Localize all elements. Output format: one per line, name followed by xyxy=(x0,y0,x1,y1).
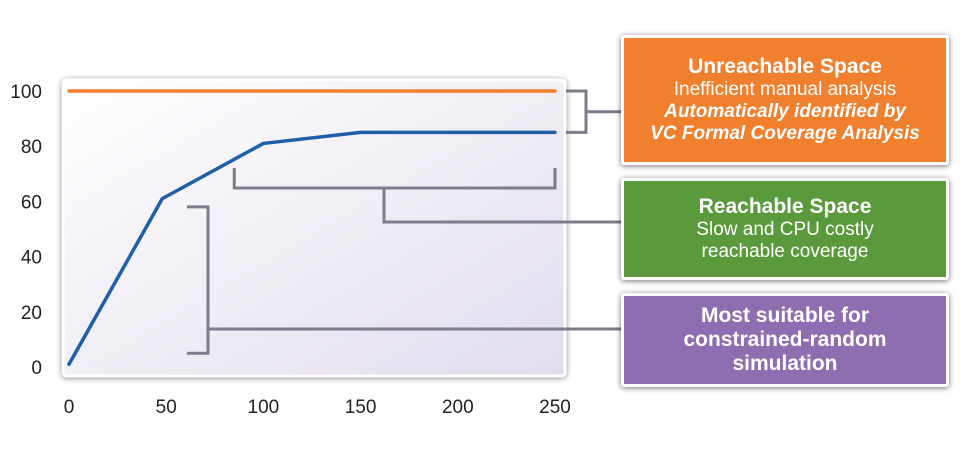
x-tick-label: 200 xyxy=(442,397,474,418)
unreachable-space-callout: Unreachable Space Inefficient manual ana… xyxy=(621,35,949,165)
y-tick-label: 60 xyxy=(21,192,42,213)
y-tick-label: 100 xyxy=(10,82,42,103)
unreachable-title: Unreachable Space xyxy=(688,55,882,78)
y-tick-label: 80 xyxy=(21,137,42,158)
x-tick-label: 150 xyxy=(345,397,377,418)
y-tick-label: 20 xyxy=(21,303,42,324)
suitable-line3: simulation xyxy=(732,352,838,375)
simulation-bracket xyxy=(187,205,210,355)
unreachable-line1: Inefficient manual analysis xyxy=(673,79,897,100)
unreachable-line2: Automatically identified by xyxy=(664,101,906,122)
suitable-line1: Most suitable for xyxy=(700,304,869,327)
reachable-line1: Slow and CPU costly xyxy=(696,219,874,240)
y-tick-label: 40 xyxy=(21,248,42,269)
coverage-line xyxy=(67,130,557,366)
simulation-callout: Most suitable for constrained-random sim… xyxy=(621,293,949,387)
x-tick-label: 250 xyxy=(539,397,571,418)
suitable-line2: constrained-random xyxy=(683,328,887,351)
x-tick-label: 0 xyxy=(64,397,75,418)
plot-area xyxy=(61,78,567,378)
reachable-line2: reachable coverage xyxy=(701,241,869,262)
y-tick-label: 0 xyxy=(31,358,42,379)
x-tick-label: 50 xyxy=(156,397,177,418)
reachable-bracket xyxy=(232,168,557,190)
x-tick-label: 100 xyxy=(248,397,280,418)
unreachable-line3: VC Formal Coverage Analysis xyxy=(650,123,920,144)
reachable-space-callout: Reachable Space Slow and CPU costly reac… xyxy=(621,178,949,280)
reachable-connector xyxy=(382,188,622,224)
unreachable-bracket xyxy=(566,89,588,134)
reachable-title: Reachable Space xyxy=(698,195,872,218)
